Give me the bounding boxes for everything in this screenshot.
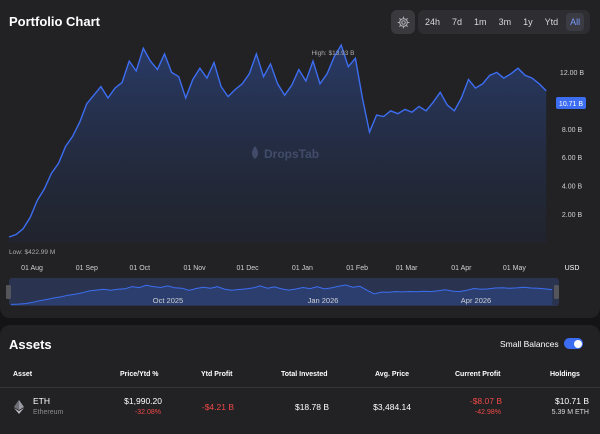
x-tick-label: 01 Jan [292, 265, 313, 272]
asset-holdings-amount: 5.39 M ETH [551, 409, 589, 416]
column-header-ytd-profit[interactable]: Ytd Profit [201, 371, 233, 378]
time-range-selector: 24h 7d 1m 3m 1y Ytd All [418, 10, 590, 34]
column-header-avg-price[interactable]: Avg. Price [375, 371, 409, 378]
x-tick-label: 01 Oct [129, 265, 150, 272]
asset-avg-price: $3,484.14 [373, 402, 411, 412]
navigator-left-handle[interactable] [6, 285, 11, 299]
gear-icon [397, 16, 409, 28]
dropstab-logo-icon [252, 146, 258, 159]
x-tick-label: 01 Dec [237, 265, 260, 272]
y-tick-label: 2.00 B [562, 212, 583, 219]
x-tick-label: 01 Apr [451, 265, 472, 272]
range-button-ytd[interactable]: Ytd [544, 17, 559, 27]
low-label: Low: $422.99 M [9, 249, 55, 256]
y-tick-label: 12.00 B [560, 70, 584, 77]
portfolio-chart: 2.00 B4.00 B6.00 B8.00 B10.00 B12.00 B D… [6, 43, 586, 306]
small-balances-label: Small Balances [500, 339, 559, 349]
asset-total-invested: $18.78 B [294, 402, 329, 412]
asset-current-profit-percent: -42.98% [474, 409, 501, 416]
current-value-badge: 10.71 B [556, 97, 586, 109]
range-button-24h[interactable]: 24h [425, 17, 441, 27]
range-button-1y[interactable]: 1y [523, 17, 533, 27]
settings-button[interactable] [391, 10, 415, 34]
asset-price: $1,990.20 [124, 396, 162, 406]
navigator-label: Jan 2026 [308, 296, 339, 305]
range-button-7d[interactable]: 7d [452, 17, 463, 27]
assets-title: Assets [9, 337, 52, 352]
column-header-current-profit[interactable]: Current Profit [455, 371, 501, 378]
current-value-text: 10.71 B [559, 101, 583, 108]
x-tick-label: 01 Nov [184, 265, 207, 272]
range-navigator[interactable]: Oct 2025 Jan 2026 Apr 2026 [6, 278, 559, 306]
asset-ytd-percent: -32.08% [134, 409, 161, 416]
y-unit-label: USD [565, 265, 580, 272]
asset-symbol: ETH [33, 396, 50, 406]
column-header-price[interactable]: Price/Ytd % [120, 371, 159, 378]
range-button-3m[interactable]: 3m [498, 17, 512, 27]
navigator-label: Oct 2025 [153, 296, 183, 305]
chart-area [9, 45, 547, 243]
navigator-right-handle[interactable] [554, 285, 559, 299]
range-button-all[interactable]: All [566, 13, 585, 31]
chart-line [8, 43, 547, 238]
watermark: DropsTab [252, 146, 319, 161]
asset-ytd-profit: -$4.21 B [201, 402, 234, 412]
asset-name: Ethereum [33, 409, 64, 416]
toggle-knob [573, 339, 582, 348]
navigator-label: Apr 2026 [461, 296, 491, 305]
x-tick-label: 01 Mar [396, 265, 418, 272]
assets-card: Assets Small Balances Asset Price/Ytd % … [0, 325, 600, 434]
column-header-total-invested[interactable]: Total Invested [281, 371, 328, 378]
table-divider [0, 387, 600, 388]
column-header-holdings[interactable]: Holdings [550, 371, 580, 378]
ethereum-icon [14, 400, 24, 414]
watermark-text: DropsTab [264, 147, 319, 161]
column-header-asset[interactable]: Asset [13, 371, 33, 378]
portfolio-chart-card: Portfolio Chart 24h 7d 1m 3m 1y Ytd All 2.00 B… [0, 0, 600, 318]
asset-holdings-value: $10.71 B [554, 396, 589, 406]
chart-title: Portfolio Chart [9, 14, 100, 29]
y-tick-label: 6.00 B [562, 155, 583, 162]
y-tick-label: 4.00 B [562, 184, 583, 191]
x-tick-label: 01 Aug [21, 265, 43, 272]
x-tick-label: 01 Sep [76, 265, 98, 272]
asset-current-profit: -$8.07 B [469, 396, 502, 406]
high-label: High: $13.93 B [311, 50, 354, 57]
range-button-1m[interactable]: 1m [474, 17, 487, 27]
y-tick-label: 8.00 B [562, 127, 583, 134]
navigator-area [11, 285, 553, 305]
x-tick-label: 01 Feb [346, 265, 368, 272]
small-balances-toggle[interactable] [564, 338, 583, 349]
navigator-line [10, 284, 553, 305]
x-tick-label: 01 May [503, 265, 526, 272]
